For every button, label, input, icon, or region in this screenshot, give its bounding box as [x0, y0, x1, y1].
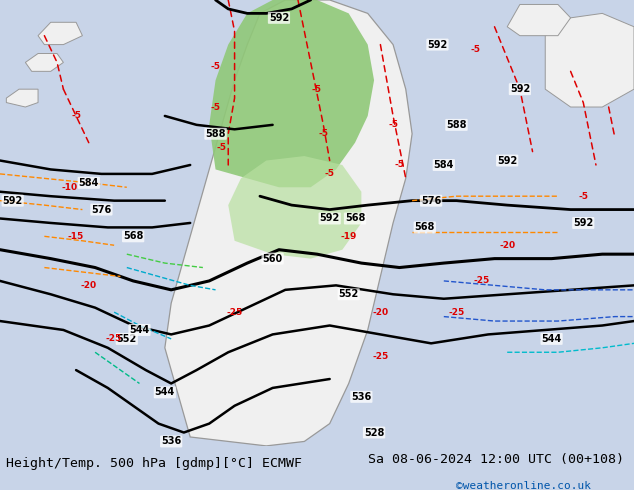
- Text: 584: 584: [79, 178, 99, 188]
- Text: 560: 560: [262, 254, 283, 264]
- Text: 592: 592: [3, 196, 23, 206]
- Text: 588: 588: [446, 120, 467, 130]
- Polygon shape: [545, 13, 634, 107]
- Text: 568: 568: [123, 231, 143, 242]
- Text: -25: -25: [448, 308, 465, 317]
- Polygon shape: [165, 0, 412, 446]
- Text: -5: -5: [388, 121, 398, 129]
- Polygon shape: [38, 22, 82, 45]
- Text: -5: -5: [312, 85, 322, 94]
- Text: -15: -15: [68, 232, 84, 241]
- Text: -5: -5: [318, 129, 328, 138]
- Text: -25: -25: [372, 352, 389, 361]
- Text: 592: 592: [510, 84, 530, 94]
- Text: -20: -20: [372, 308, 389, 317]
- Text: 584: 584: [434, 160, 454, 170]
- Text: 592: 592: [497, 155, 517, 166]
- Text: -5: -5: [217, 143, 227, 151]
- Text: 544: 544: [129, 325, 150, 335]
- Text: 592: 592: [573, 218, 593, 228]
- Polygon shape: [507, 4, 571, 36]
- Text: -25: -25: [226, 308, 243, 317]
- Text: -5: -5: [578, 192, 588, 201]
- Text: -5: -5: [210, 102, 221, 112]
- Text: -5: -5: [394, 161, 404, 170]
- Text: -20: -20: [499, 241, 515, 250]
- Text: 576: 576: [421, 196, 441, 206]
- Polygon shape: [25, 53, 63, 72]
- Polygon shape: [228, 156, 361, 259]
- Text: 552: 552: [339, 289, 359, 299]
- Text: -25: -25: [474, 276, 490, 285]
- Text: 592: 592: [320, 214, 340, 223]
- Text: -25: -25: [106, 334, 122, 343]
- Text: -20: -20: [81, 281, 97, 290]
- Text: 552: 552: [117, 334, 137, 344]
- Text: 576: 576: [91, 204, 112, 215]
- Text: ©weatheronline.co.uk: ©weatheronline.co.uk: [456, 481, 592, 490]
- Text: -5: -5: [325, 170, 335, 178]
- Text: Sa 08-06-2024 12:00 UTC (00+108): Sa 08-06-2024 12:00 UTC (00+108): [368, 453, 624, 466]
- Text: 588: 588: [205, 129, 226, 139]
- Polygon shape: [209, 0, 374, 187]
- Text: 592: 592: [269, 13, 289, 23]
- Text: -19: -19: [340, 232, 357, 241]
- Text: 568: 568: [415, 222, 435, 232]
- Text: 536: 536: [351, 392, 372, 402]
- Text: 544: 544: [541, 334, 562, 344]
- Text: -5: -5: [470, 45, 481, 53]
- Text: 592: 592: [427, 40, 448, 49]
- Text: -5: -5: [71, 111, 81, 121]
- Text: 528: 528: [364, 427, 384, 438]
- Text: 568: 568: [345, 214, 365, 223]
- Text: 544: 544: [155, 388, 175, 397]
- Text: Height/Temp. 500 hPa [gdmp][°C] ECMWF: Height/Temp. 500 hPa [gdmp][°C] ECMWF: [6, 457, 302, 470]
- Text: -10: -10: [61, 183, 78, 192]
- Text: 536: 536: [161, 437, 181, 446]
- Text: -5: -5: [210, 62, 221, 72]
- Polygon shape: [6, 89, 38, 107]
